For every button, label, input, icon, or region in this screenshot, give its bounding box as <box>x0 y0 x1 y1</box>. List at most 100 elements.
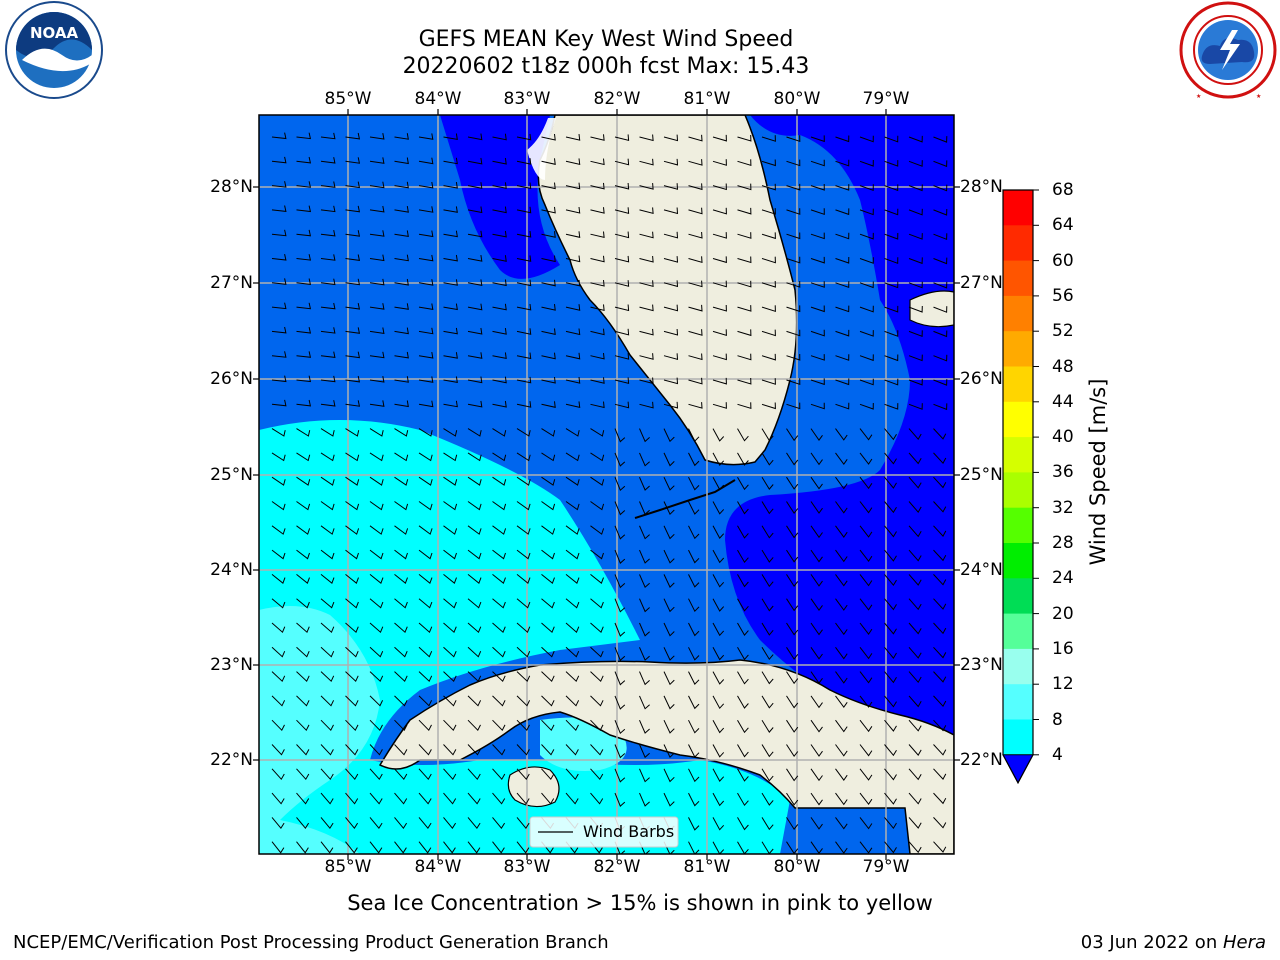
wind-barb <box>394 598 408 609</box>
wind-barb <box>541 452 556 462</box>
wind-barb <box>639 255 654 263</box>
wind-barb <box>712 304 727 312</box>
wind-barb <box>737 305 752 312</box>
wind-barb <box>933 160 948 168</box>
wind-barb <box>394 181 409 189</box>
wind-barb <box>688 501 700 515</box>
colorbar-segment <box>1003 684 1033 720</box>
lat-label-right-25n: 25°N <box>960 465 1003 485</box>
wind-barb <box>786 232 801 240</box>
wind-barb <box>810 574 823 587</box>
wind-barb <box>639 183 654 190</box>
lat-label-left-28n: 28°N <box>210 177 253 197</box>
wind-barb <box>614 768 626 783</box>
lon-label-top-80w: 80°W <box>773 89 821 109</box>
lat-label-left-24n: 24°N <box>210 560 253 580</box>
wind-barb <box>639 207 654 215</box>
wind-barb <box>835 501 848 514</box>
wind-barb <box>859 525 873 538</box>
wind-barb <box>688 377 703 385</box>
wind-barb <box>320 229 336 237</box>
wind-barb <box>345 278 361 286</box>
wind-barb <box>467 574 482 585</box>
wind-barb <box>614 720 626 735</box>
wind-barb <box>712 647 725 661</box>
wind-barb <box>394 376 409 383</box>
wind-barb <box>933 379 948 386</box>
wind-barb <box>516 182 532 190</box>
lat-label-right-22n: 22°N <box>960 750 1003 770</box>
colorbar-segment <box>1003 331 1033 367</box>
wind-barb <box>859 257 874 264</box>
wind-barb <box>737 428 749 442</box>
colorbar-tick-label: 4 <box>1052 744 1063 765</box>
wind-barb <box>271 574 286 585</box>
wind-barb <box>345 646 359 658</box>
wind-barb <box>712 695 725 710</box>
wind-barb <box>639 647 650 661</box>
wind-barb <box>394 768 408 781</box>
wind-barb <box>296 156 312 164</box>
wind-barb <box>541 549 555 560</box>
wind-barb <box>443 476 458 486</box>
wind-barb <box>908 695 922 708</box>
wind-barb <box>296 302 312 310</box>
wind-barb <box>443 157 458 165</box>
wind-barb <box>565 646 580 658</box>
wind-barb <box>565 792 579 805</box>
wind-barb <box>369 549 384 560</box>
wind-barb <box>369 181 385 189</box>
wind-barb <box>394 792 408 805</box>
wind-barb <box>737 695 749 709</box>
wind-barb <box>786 574 799 587</box>
wind-barb <box>565 452 580 462</box>
wind-barb <box>320 622 335 634</box>
wind-barb <box>712 549 725 564</box>
wind-barb <box>467 182 483 189</box>
lon-label-top-82w: 82°W <box>593 89 641 109</box>
map-title: GEFS MEAN Key West Wind Speed <box>418 27 794 52</box>
wind-barb <box>443 646 457 658</box>
wind-barb <box>320 695 335 707</box>
wind-barb <box>859 305 874 313</box>
wind-barb <box>467 719 481 732</box>
wind-barb <box>492 476 507 486</box>
wind-barb <box>369 792 383 805</box>
wind-barb <box>688 549 700 564</box>
wind-barb <box>590 280 605 287</box>
wind-barb <box>663 792 675 807</box>
wind-barb <box>688 159 703 166</box>
wind-barb <box>835 695 848 709</box>
wind-barb <box>835 256 850 264</box>
wind-barb <box>541 598 555 609</box>
wind-barb <box>345 254 361 261</box>
wind-barb <box>345 841 358 854</box>
wind-barb <box>835 671 848 684</box>
wind-barb <box>394 671 408 683</box>
wind-barb <box>418 744 432 756</box>
wind-barb <box>786 549 799 563</box>
wind-barb <box>590 182 605 190</box>
wind-barb <box>565 352 581 360</box>
wind-barb <box>859 622 873 635</box>
wind-barb <box>296 841 309 854</box>
wind-barb <box>516 671 531 683</box>
wind-barb <box>467 622 482 634</box>
wind-barb <box>688 744 700 758</box>
wind-barb <box>345 452 360 462</box>
wind-barb <box>443 549 457 560</box>
wind-barb <box>761 598 774 612</box>
lon-label-top-85w: 85°W <box>324 89 372 109</box>
wind-barb <box>418 549 433 560</box>
wind-barb <box>345 327 361 334</box>
wind-barb <box>443 501 458 511</box>
wind-barb <box>467 452 482 462</box>
wind-barb <box>492 501 507 511</box>
wind-barb <box>663 377 679 385</box>
wind-barb <box>663 231 679 239</box>
wind-barb <box>786 501 799 515</box>
wind-barb <box>565 622 580 634</box>
wind-barb <box>688 598 700 613</box>
wind-barb <box>737 768 749 782</box>
wind-barb <box>933 428 947 440</box>
